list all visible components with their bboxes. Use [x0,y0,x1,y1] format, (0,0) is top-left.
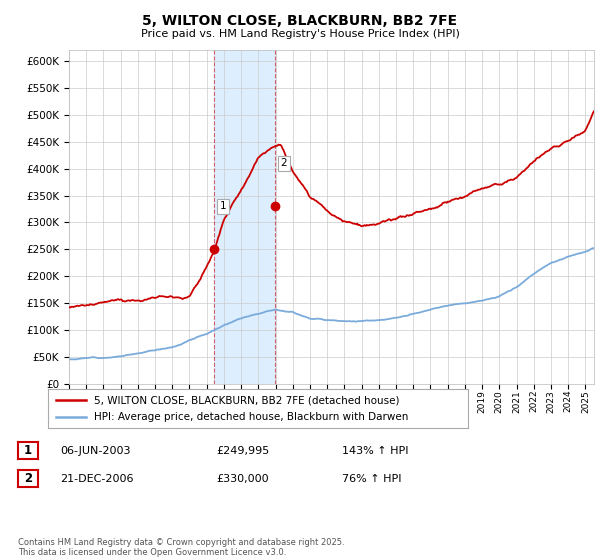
Text: £249,995: £249,995 [216,446,269,456]
Text: 06-JUN-2003: 06-JUN-2003 [60,446,131,456]
Text: 76% ↑ HPI: 76% ↑ HPI [342,474,401,484]
Text: 2: 2 [24,472,32,486]
Bar [214,50,275,384]
Text: 5, WILTON CLOSE, BLACKBURN, BB2 7FE (detached house): 5, WILTON CLOSE, BLACKBURN, BB2 7FE (det… [94,395,400,405]
Text: Price paid vs. HM Land Registry's House Price Index (HPI): Price paid vs. HM Land Registry's House … [140,29,460,39]
Text: HPI: Average price, detached house, Blackburn with Darwen: HPI: Average price, detached house, Blac… [94,412,409,422]
Text: 1: 1 [24,444,32,458]
Text: 2: 2 [280,158,287,168]
Text: Contains HM Land Registry data © Crown copyright and database right 2025.
This d: Contains HM Land Registry data © Crown c… [18,538,344,557]
Text: 5, WILTON CLOSE, BLACKBURN, BB2 7FE: 5, WILTON CLOSE, BLACKBURN, BB2 7FE [142,14,458,28]
Text: 143% ↑ HPI: 143% ↑ HPI [342,446,409,456]
Text: £330,000: £330,000 [216,474,269,484]
Text: 1: 1 [220,201,226,211]
Text: 21-DEC-2006: 21-DEC-2006 [60,474,133,484]
